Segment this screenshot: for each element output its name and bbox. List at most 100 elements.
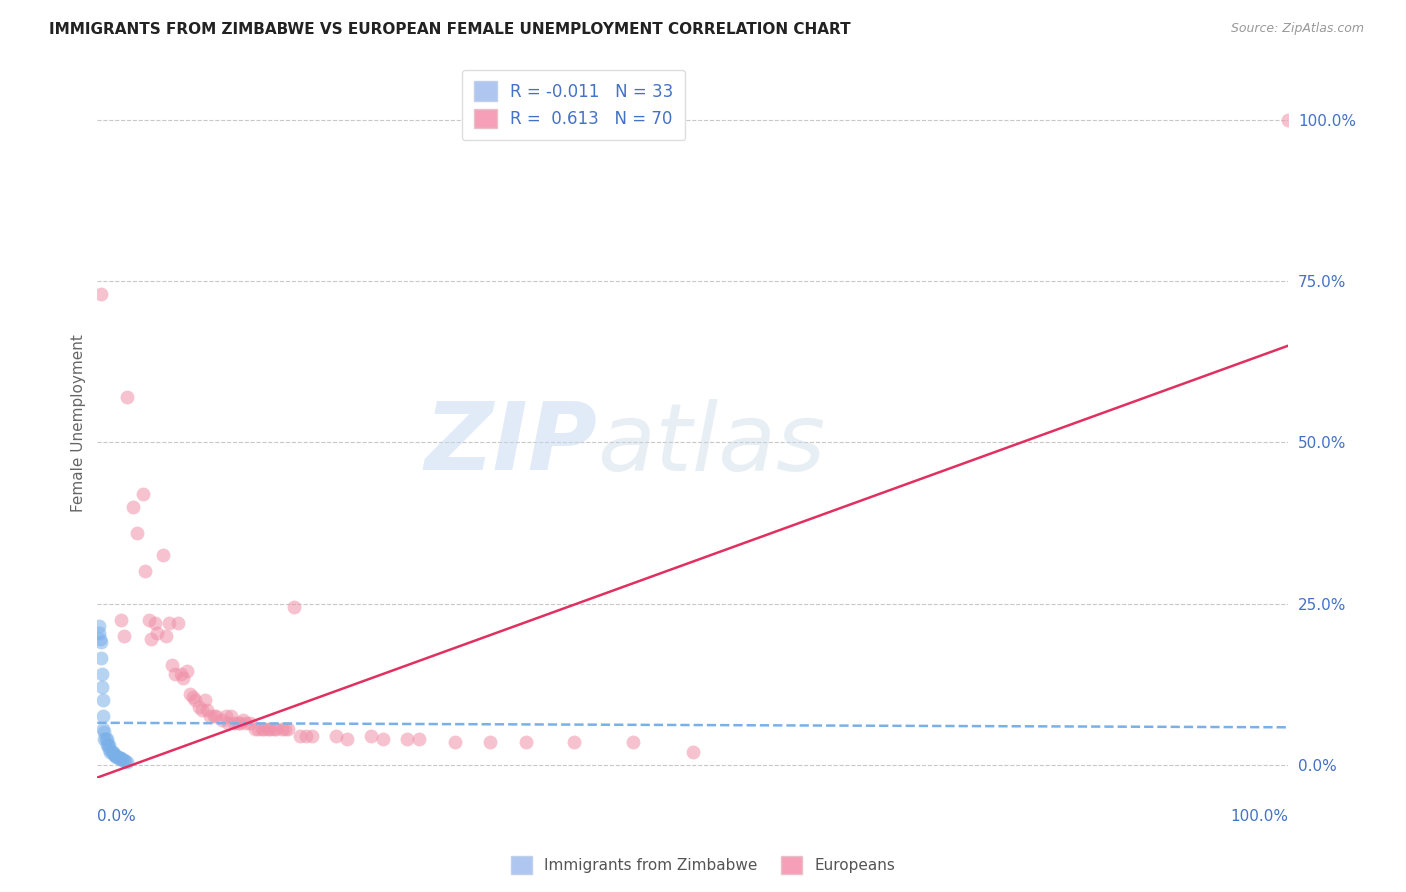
- Point: [191, 703, 214, 717]
- Point: [103, 747, 125, 762]
- Point: [224, 715, 246, 730]
- Point: [271, 723, 294, 737]
- Point: [115, 390, 138, 404]
- Point: [91, 693, 114, 707]
- Point: [93, 731, 115, 746]
- Point: [152, 548, 174, 562]
- Point: [187, 699, 209, 714]
- Point: [125, 525, 148, 540]
- Point: [193, 693, 215, 707]
- Point: [336, 731, 359, 746]
- Point: [104, 747, 127, 762]
- Point: [215, 709, 238, 723]
- Point: [515, 735, 537, 749]
- Point: [239, 715, 262, 730]
- Point: [90, 635, 112, 649]
- Point: [195, 703, 218, 717]
- Point: [143, 615, 166, 630]
- Point: [283, 599, 305, 614]
- Point: [294, 729, 316, 743]
- Point: [408, 731, 430, 746]
- Point: [96, 739, 118, 753]
- Point: [179, 687, 201, 701]
- Point: [247, 723, 270, 737]
- Point: [219, 709, 242, 723]
- Point: [172, 671, 194, 685]
- Point: [155, 629, 177, 643]
- Text: 100.0%: 100.0%: [1230, 809, 1288, 824]
- Point: [181, 690, 204, 704]
- Point: [104, 747, 127, 762]
- Point: [263, 723, 285, 737]
- Text: ZIP: ZIP: [425, 399, 598, 491]
- Point: [274, 723, 297, 737]
- Point: [134, 564, 156, 578]
- Point: [621, 735, 644, 749]
- Point: [184, 693, 207, 707]
- Point: [325, 729, 347, 743]
- Point: [682, 745, 704, 759]
- Point: [226, 715, 249, 730]
- Point: [373, 731, 395, 746]
- Point: [108, 751, 131, 765]
- Point: [277, 723, 299, 737]
- Point: [101, 745, 124, 759]
- Point: [232, 713, 254, 727]
- Point: [100, 745, 122, 759]
- Legend: R = -0.011   N = 33, R =  0.613   N = 70: R = -0.011 N = 33, R = 0.613 N = 70: [463, 70, 685, 140]
- Point: [122, 500, 145, 514]
- Point: [170, 667, 193, 681]
- Point: [167, 615, 190, 630]
- Point: [89, 632, 111, 646]
- Point: [211, 713, 233, 727]
- Point: [112, 753, 135, 767]
- Point: [107, 751, 129, 765]
- Point: [250, 723, 273, 737]
- Point: [146, 625, 169, 640]
- Point: [131, 487, 153, 501]
- Point: [176, 664, 198, 678]
- Point: [91, 667, 114, 681]
- Point: [90, 651, 112, 665]
- Point: [264, 723, 287, 737]
- Point: [301, 729, 323, 743]
- Point: [112, 629, 135, 643]
- Point: [94, 731, 117, 746]
- Point: [217, 715, 239, 730]
- Point: [110, 751, 132, 765]
- Point: [253, 723, 276, 737]
- Point: [235, 715, 257, 730]
- Point: [91, 709, 114, 723]
- Point: [110, 613, 132, 627]
- Point: [202, 709, 225, 723]
- Point: [105, 750, 128, 764]
- Point: [87, 619, 110, 633]
- Text: IMMIGRANTS FROM ZIMBABWE VS EUROPEAN FEMALE UNEMPLOYMENT CORRELATION CHART: IMMIGRANTS FROM ZIMBABWE VS EUROPEAN FEM…: [49, 22, 851, 37]
- Point: [243, 723, 266, 737]
- Point: [479, 735, 502, 749]
- Point: [562, 735, 585, 749]
- Point: [100, 745, 122, 759]
- Point: [256, 723, 278, 737]
- Point: [93, 725, 115, 739]
- Point: [1277, 113, 1299, 128]
- Point: [229, 715, 252, 730]
- Point: [98, 741, 121, 756]
- Text: 0.0%: 0.0%: [97, 809, 136, 824]
- Point: [97, 739, 120, 753]
- Point: [98, 739, 121, 753]
- Point: [114, 755, 136, 769]
- Text: Source: ZipAtlas.com: Source: ZipAtlas.com: [1230, 22, 1364, 36]
- Point: [138, 613, 160, 627]
- Point: [288, 729, 311, 743]
- Point: [111, 752, 134, 766]
- Point: [205, 709, 228, 723]
- Point: [259, 723, 281, 737]
- Point: [107, 750, 129, 764]
- Point: [87, 625, 110, 640]
- Point: [443, 735, 465, 749]
- Y-axis label: Female Unemployment: Female Unemployment: [72, 334, 86, 512]
- Point: [139, 632, 162, 646]
- Point: [395, 731, 418, 746]
- Point: [200, 709, 222, 723]
